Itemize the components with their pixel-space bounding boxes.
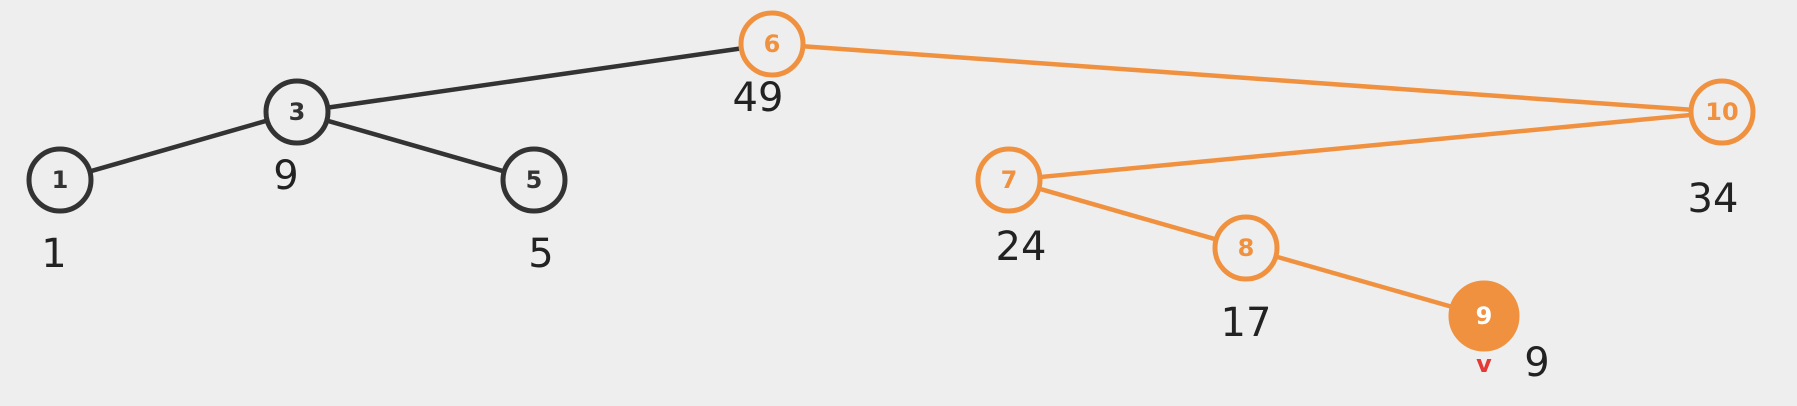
node-key-label: 6 (764, 30, 781, 58)
node-sum-label-9: 9 (1524, 340, 1549, 386)
tree-node-1[interactable]: 1 (26, 146, 94, 214)
edge-6-10 (800, 43, 1694, 113)
node-circle[interactable] (1448, 280, 1520, 352)
edge-6-3 (325, 46, 744, 110)
nodes-layer: 6 3 1 5 10 7 8 9 (26, 10, 1756, 352)
node-key-label: 3 (289, 98, 306, 126)
tree-node-3[interactable]: 3 (263, 78, 331, 146)
node-key-label: 7 (1001, 166, 1018, 194)
node-circle[interactable] (975, 146, 1043, 214)
node-sum-label-6: 49 (733, 75, 784, 121)
tree-node-5[interactable]: 5 (500, 146, 568, 214)
edges-layer (87, 43, 1694, 310)
node-key-label: 10 (1705, 98, 1738, 126)
node-key-label: 9 (1476, 302, 1493, 330)
node-sum-label-10: 34 (1688, 176, 1739, 222)
node-circle[interactable] (1212, 214, 1280, 282)
edge-7-8 (1036, 186, 1219, 242)
node-circle[interactable] (26, 146, 94, 214)
node-sum-label-5: 5 (528, 231, 553, 277)
node-circle[interactable] (263, 78, 331, 146)
edge-3-5 (324, 118, 507, 174)
node-key-label: 8 (1238, 234, 1255, 262)
tree-node-10[interactable]: 10 (1688, 78, 1756, 146)
edge-3-1 (87, 118, 270, 174)
tree-node-9[interactable]: 9 (1448, 280, 1520, 352)
node-sum-label-1: 1 (41, 231, 66, 277)
tree-node-6[interactable]: 6 (738, 10, 806, 78)
selection-marker: v (1476, 350, 1492, 378)
node-circle[interactable] (738, 10, 806, 78)
marker-layer: v (1476, 350, 1492, 378)
node-sum-label-3: 9 (273, 153, 298, 199)
node-key-label: 5 (526, 166, 543, 194)
node-key-label: 1 (52, 166, 69, 194)
edge-10-7 (1037, 112, 1694, 180)
tree-node-8[interactable]: 8 (1212, 214, 1280, 282)
node-circle[interactable] (1688, 78, 1756, 146)
tree-node-7[interactable]: 7 (975, 146, 1043, 214)
node-sum-label-8: 17 (1221, 300, 1272, 346)
node-circle[interactable] (500, 146, 568, 214)
edge-8-9 (1273, 254, 1457, 310)
node-sum-label-7: 24 (996, 224, 1047, 270)
